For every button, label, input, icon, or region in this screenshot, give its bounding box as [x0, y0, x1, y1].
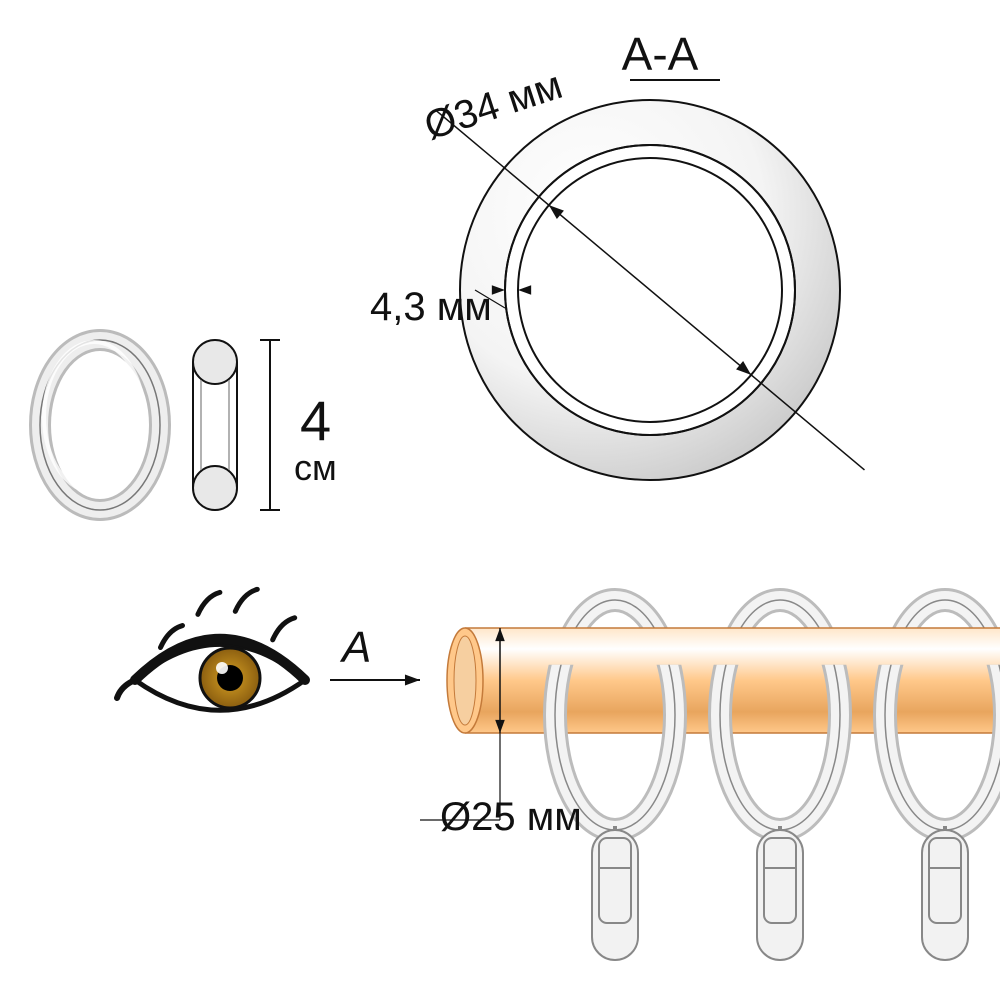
profile-bot	[193, 466, 237, 510]
section-label: A-A	[622, 28, 699, 80]
height-value: 4	[300, 389, 331, 452]
hook	[592, 826, 638, 960]
profile-top	[193, 340, 237, 384]
eye-highlight	[216, 662, 228, 674]
height-unit: см	[294, 447, 337, 488]
rod-endcap-inner	[454, 636, 476, 725]
view-label: A	[339, 623, 371, 672]
rod-diameter-label: Ø25 мм	[440, 795, 582, 839]
hook	[922, 826, 968, 960]
canvas-bg	[0, 0, 1000, 1000]
hook	[757, 826, 803, 960]
thickness-label: 4,3 мм	[370, 285, 492, 329]
